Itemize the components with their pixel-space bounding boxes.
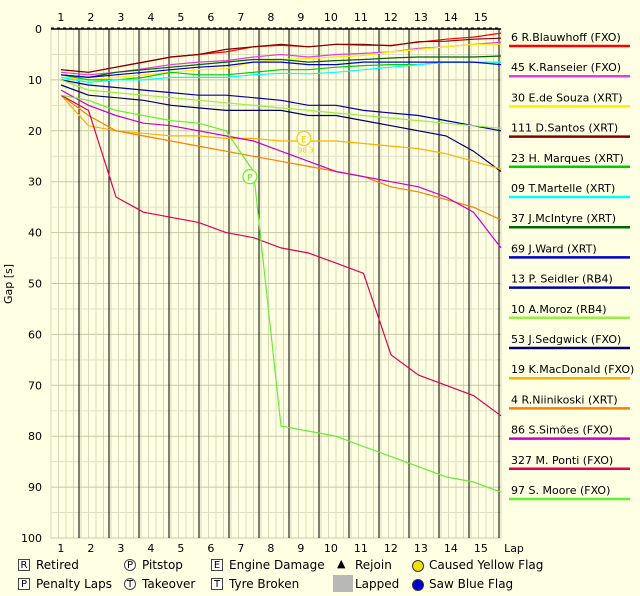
yellow-flag-icon bbox=[412, 560, 424, 572]
retired-icon: R bbox=[18, 559, 30, 571]
x-tick-label-bottom: 5 bbox=[177, 542, 184, 555]
x-tick-label-bottom: 13 bbox=[414, 542, 428, 555]
legend-entry-label: 53 J.Sedgwick (FXO) bbox=[511, 333, 621, 346]
tyre-broken-icon: T bbox=[211, 578, 223, 590]
legend-entry-label: 69 J.Ward (XRT) bbox=[511, 242, 597, 255]
series-line bbox=[60, 94, 502, 170]
legend-entry-label: 09 T.Martelle (XRT) bbox=[511, 182, 615, 195]
series-line bbox=[60, 61, 502, 79]
blue-flag-icon bbox=[412, 579, 424, 591]
legend-entry-label: 19 K.MacDonald (FXO) bbox=[511, 363, 634, 376]
x-tick-label-top: 9 bbox=[297, 11, 304, 24]
series-line bbox=[60, 94, 502, 493]
series-line bbox=[60, 41, 502, 76]
legend-entry-label: 30 E.de Souza (XRT) bbox=[511, 91, 623, 104]
y-tick-label: 80 bbox=[28, 430, 42, 443]
x-tick-label-top: 1 bbox=[57, 11, 64, 24]
annotation-symbol: P bbox=[247, 174, 253, 184]
x-tick-label-bottom: 15 bbox=[474, 542, 488, 555]
legend-entry-label: 4 R.Niinikoski (XRT) bbox=[511, 393, 618, 406]
series-line bbox=[60, 84, 502, 172]
rejoin-icon: ▲ bbox=[337, 557, 346, 570]
series-line bbox=[60, 61, 501, 84]
x-tick-label-bottom: 3 bbox=[117, 542, 124, 555]
y-tick-label: 40 bbox=[28, 227, 42, 240]
series-line bbox=[60, 94, 502, 417]
x-tick-label-bottom: 6 bbox=[207, 542, 214, 555]
x-tick-label-top: 15 bbox=[474, 11, 488, 24]
series-line bbox=[60, 79, 502, 129]
x-tick-label-top: 12 bbox=[384, 11, 398, 24]
x-axis-label: Lap bbox=[504, 542, 524, 555]
x-tick-label-bottom: 10 bbox=[324, 542, 338, 555]
y-tick-label: 50 bbox=[28, 278, 42, 291]
lapped-icon bbox=[333, 575, 353, 592]
y-tick-label: 20 bbox=[28, 125, 42, 138]
x-tick-label-bottom: 12 bbox=[384, 542, 398, 555]
yellow-flag-label: Caused Yellow Flag bbox=[429, 558, 544, 572]
legend-entry-label: 327 M. Ponti (FXO) bbox=[511, 454, 613, 467]
x-tick-label-bottom: 7 bbox=[237, 542, 244, 555]
y-tick-label: 90 bbox=[28, 481, 42, 494]
blue-flag-label: Saw Blue Flag bbox=[429, 577, 514, 591]
y-tick-label: 0 bbox=[35, 23, 42, 36]
series-line bbox=[60, 94, 502, 221]
y-tick-label: 100 bbox=[21, 532, 42, 545]
y-tick-label: 30 bbox=[28, 176, 42, 189]
x-tick-label-top: 13 bbox=[414, 11, 428, 24]
series-line bbox=[60, 37, 502, 73]
x-tick-label-bottom: 1 bbox=[57, 542, 64, 555]
x-tick-label-top: 6 bbox=[207, 11, 214, 24]
legend-entry-label: 111 D.Santos (XRT) bbox=[511, 122, 618, 135]
legend-entry-label: 13 P. Seidler (RB4) bbox=[511, 273, 613, 286]
x-tick-label-top: 4 bbox=[147, 11, 154, 24]
x-tick-label-top: 3 bbox=[117, 11, 124, 24]
legend-entry-label: 86 S.Simões (FXO) bbox=[511, 424, 613, 437]
x-tick-label-top: 14 bbox=[444, 11, 458, 24]
pitstop-label: Pitstop bbox=[142, 558, 183, 572]
tyre-broken-label: Tyre Broken bbox=[229, 577, 300, 591]
y-tick-label: 10 bbox=[28, 74, 42, 87]
x-tick-label-top: 11 bbox=[354, 11, 368, 24]
series-line bbox=[60, 89, 502, 249]
takeover-icon: T bbox=[124, 578, 136, 590]
legend-entry-label: 10 A.Moroz (RB4) bbox=[511, 303, 607, 316]
retired-label: Retired bbox=[36, 558, 79, 572]
pitstop-icon: P bbox=[124, 559, 136, 571]
engine-damage-icon: E bbox=[211, 559, 223, 571]
x-tick-label-top: 2 bbox=[87, 11, 94, 24]
x-tick-label-top: 7 bbox=[237, 11, 244, 24]
x-tick-label-top: 5 bbox=[177, 11, 184, 24]
legend-entry-label: 23 H. Marques (XRT) bbox=[511, 152, 624, 165]
legend-entry-label: 45 K.Ranseier (FXO) bbox=[511, 61, 621, 74]
annotation-marker bbox=[296, 130, 312, 147]
annotation-marker bbox=[242, 169, 258, 185]
y-tick-label: 70 bbox=[28, 379, 42, 392]
x-tick-label-top: 10 bbox=[324, 11, 338, 24]
takeover-label: Takeover bbox=[142, 577, 196, 591]
x-tick-label-bottom: 11 bbox=[354, 542, 368, 555]
x-tick-label-bottom: 8 bbox=[267, 542, 274, 555]
engine-damage-label: Engine Damage bbox=[229, 558, 325, 572]
penalty-laps-icon: P bbox=[18, 578, 30, 590]
legend-entry-label: 97 S. Moore (FXO) bbox=[511, 484, 610, 497]
annotation-symbol: E bbox=[301, 135, 307, 145]
x-tick-label-bottom: 2 bbox=[87, 542, 94, 555]
y-axis-label: Gap [s] bbox=[2, 264, 15, 304]
lapped-label: Lapped bbox=[355, 577, 400, 591]
x-tick-label-bottom: 4 bbox=[147, 542, 154, 555]
legend-entry-label: 37 J.McIntyre (XRT) bbox=[511, 212, 616, 225]
rejoin-label: Rejoin bbox=[355, 558, 392, 572]
x-tick-label-bottom: 9 bbox=[297, 542, 304, 555]
x-tick-label-top: 8 bbox=[267, 11, 274, 24]
legend-entry-label: 6 R.Blauwhoff (FXO) bbox=[511, 31, 621, 44]
series-line bbox=[60, 79, 502, 132]
annotation-label: 98.3 bbox=[298, 146, 314, 154]
x-tick-label-bottom: 14 bbox=[444, 542, 458, 555]
penalty-laps-label: Penalty Laps bbox=[36, 577, 113, 591]
series-line bbox=[60, 55, 502, 79]
y-tick-label: 60 bbox=[28, 328, 42, 341]
